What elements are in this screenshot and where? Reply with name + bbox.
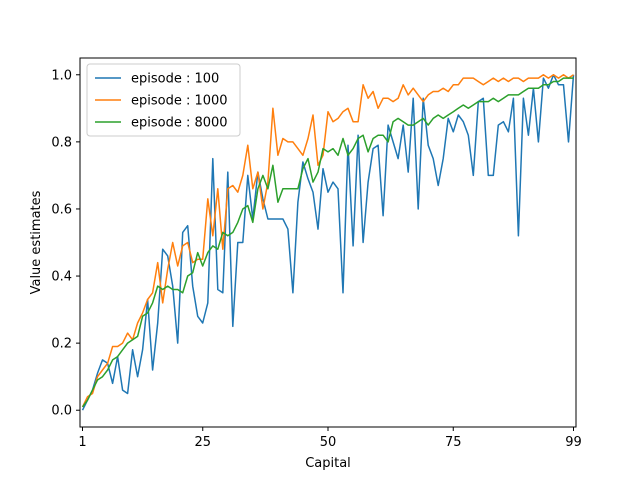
x-tick-label: 75 xyxy=(445,435,462,450)
y-tick-label: 0.8 xyxy=(51,135,72,150)
series-line-2 xyxy=(81,74,574,408)
y-axis-label: Value estimates xyxy=(29,190,44,294)
series-lines xyxy=(81,74,575,411)
y-tick-label: 0.6 xyxy=(51,202,72,217)
series-line-3 xyxy=(81,77,574,408)
x-tick-label: 99 xyxy=(565,435,582,450)
x-tick-label: 50 xyxy=(320,435,337,450)
legend: episode : 100 episode : 1000 episode : 800… xyxy=(86,63,241,137)
y-axis-ticks: 0.0 0.2 0.4 0.6 0.8 1.0 xyxy=(51,68,80,419)
y-tick-label: 0.0 xyxy=(51,404,72,419)
legend-box xyxy=(86,63,241,137)
y-tick-label: 0.2 xyxy=(51,337,72,352)
x-axis-label: Capital xyxy=(305,456,351,471)
series-line-1 xyxy=(81,74,575,411)
x-axis-ticks: 1 25 50 75 99 xyxy=(78,427,582,450)
x-tick-label: 25 xyxy=(194,435,211,450)
legend-label-3: episode : 8000 xyxy=(131,116,228,131)
legend-label-2: episode : 1000 xyxy=(131,94,228,109)
legend-label-1: episode : 100 xyxy=(131,72,219,87)
x-tick-label: 1 xyxy=(78,435,86,450)
y-tick-label: 1.0 xyxy=(51,68,72,83)
y-tick-label: 0.4 xyxy=(51,270,72,285)
